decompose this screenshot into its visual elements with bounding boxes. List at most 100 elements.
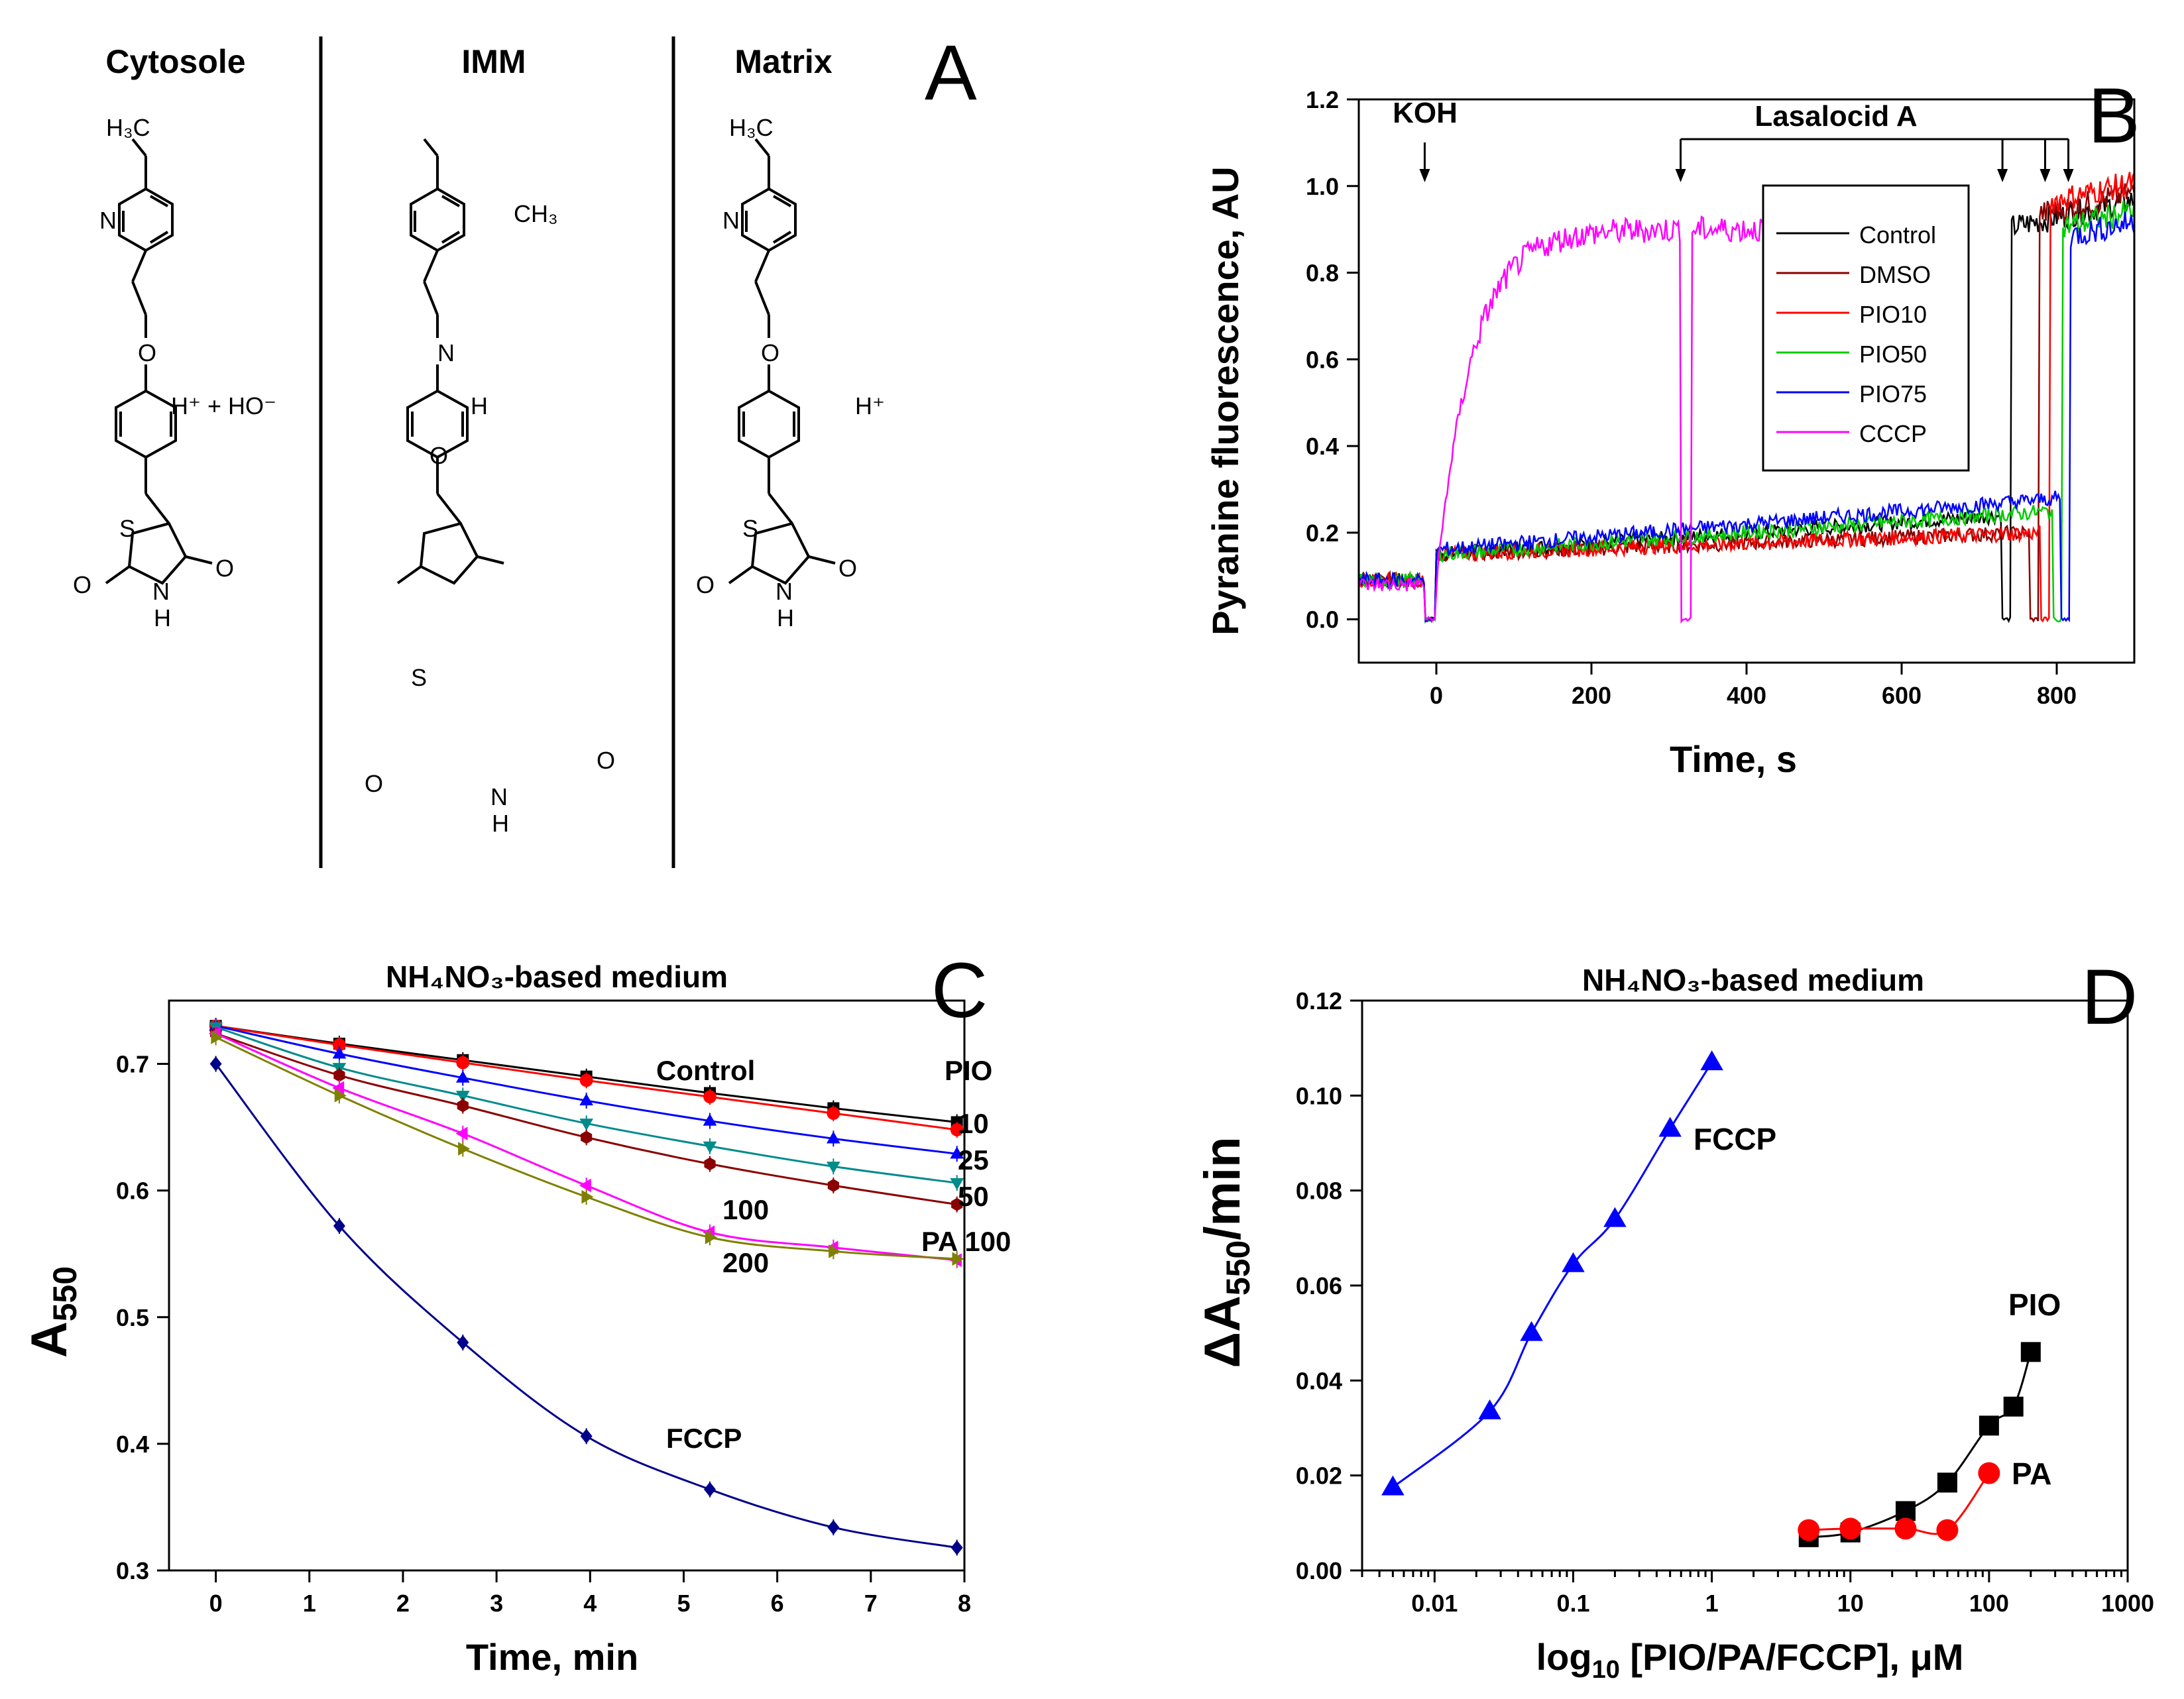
data-point bbox=[1937, 1472, 1957, 1493]
series-label-pa: PA bbox=[2012, 1456, 2052, 1491]
legend-b: Control DMSO PIO10 PIO50 PIO75 CCCP bbox=[1762, 184, 1970, 472]
x-tick-label: 8 bbox=[958, 1590, 971, 1617]
data-point bbox=[827, 1179, 839, 1192]
lasalocid-arrowhead bbox=[2063, 169, 2074, 182]
x-axis-title: Time, min bbox=[466, 1636, 638, 1678]
y-tick-label: 0.2 bbox=[1306, 520, 1339, 547]
legend-label-dmso: DMSO bbox=[1859, 261, 1931, 288]
panel-letter-c: C bbox=[931, 947, 988, 1034]
x-tick-label: 1000 bbox=[2101, 1590, 2154, 1617]
x-tick-label: 7 bbox=[864, 1590, 878, 1617]
data-point bbox=[1978, 1462, 2000, 1484]
data-point bbox=[455, 1070, 470, 1083]
x-tick-label: 10 bbox=[1837, 1590, 1864, 1617]
plot-frame-c bbox=[168, 999, 966, 1572]
data-point bbox=[1798, 1519, 1820, 1541]
data-point bbox=[1936, 1519, 1959, 1541]
plot-area-b: 0 200 400 600 800 0.0 0.2 0.4 0.6 0.8 1.0 1.2 bbox=[1306, 86, 2136, 709]
data-point bbox=[703, 1090, 717, 1104]
data-point bbox=[829, 1244, 841, 1258]
x-tick-label: 3 bbox=[490, 1590, 503, 1617]
oxygen-label: O bbox=[597, 747, 615, 774]
series-label-pio: PIO bbox=[2008, 1288, 2061, 1322]
lasalocid-annotation: Lasalocid A bbox=[1754, 100, 1917, 133]
series-label-25: 25 bbox=[958, 1144, 989, 1176]
panel-a-chemistry: Cytosole IMM Matrix A bbox=[73, 29, 977, 868]
data-point bbox=[827, 1107, 840, 1120]
data-point bbox=[458, 1142, 471, 1156]
series-label-fccp: FCCP bbox=[666, 1423, 742, 1454]
x-tick-label: 600 bbox=[1882, 682, 1922, 709]
series-label-50: 50 bbox=[958, 1181, 989, 1212]
plot-frame-d bbox=[1361, 999, 2129, 1572]
data-point bbox=[1839, 1517, 1862, 1540]
y-axis-title: A550 bbox=[21, 1266, 84, 1358]
data-point bbox=[1562, 1252, 1585, 1272]
data-point bbox=[950, 1146, 964, 1159]
data-point bbox=[952, 1252, 964, 1266]
data-point bbox=[703, 1113, 717, 1126]
oxygen-label: O bbox=[696, 571, 715, 598]
series-label-pio: PIO bbox=[945, 1055, 992, 1086]
legend-label-control: Control bbox=[1859, 221, 1936, 248]
hydrogen-label: H bbox=[154, 604, 171, 631]
data-point bbox=[581, 1130, 593, 1144]
nitrogen-label: N bbox=[722, 207, 740, 234]
series-label-control: Control bbox=[656, 1055, 755, 1086]
y-tick-label: 0.4 bbox=[116, 1431, 149, 1458]
oxygen-label: O bbox=[761, 339, 779, 366]
panel-letter-a: A bbox=[925, 29, 977, 117]
plot-area-d: 0.01 0.1 1 10 100 1000 0.00 0.02 0.04 0.06 0.08 0.1… bbox=[1296, 987, 2154, 1617]
lasalocid-arrowhead bbox=[1675, 169, 1686, 182]
methyl-label: H₃C bbox=[729, 114, 774, 141]
y-tick-label: 0.6 bbox=[116, 1178, 149, 1205]
pioglitazone-matrix: H₃C N O S O O N H bbox=[696, 114, 857, 631]
data-point bbox=[1658, 1117, 1682, 1137]
oxygen-label: O bbox=[73, 571, 91, 598]
methyl-label: H₃C bbox=[106, 114, 150, 141]
sulfur-label: S bbox=[119, 515, 135, 542]
data-point bbox=[334, 1088, 347, 1103]
data-point bbox=[704, 1157, 716, 1171]
x-tick-label: 5 bbox=[677, 1590, 690, 1617]
ions-matrix: H⁺ bbox=[855, 392, 885, 419]
x-tick-label: 6 bbox=[771, 1590, 784, 1617]
series-label-200: 200 bbox=[722, 1247, 769, 1278]
sulfur-label: S bbox=[411, 664, 427, 691]
x-tick-label: 200 bbox=[1572, 682, 1611, 709]
lasalocid-arrowhead bbox=[1997, 169, 2008, 182]
pioglitazone-cytosol: H₃C N O S O O N H bbox=[73, 114, 234, 631]
legend-label-pio50: PIO50 bbox=[1859, 341, 1927, 368]
data-point bbox=[455, 1126, 468, 1141]
y-tick-label: 0.8 bbox=[1306, 260, 1339, 287]
series-label-10: 10 bbox=[958, 1108, 989, 1139]
x-tick-label: 0.01 bbox=[1411, 1590, 1458, 1617]
y-tick-label: 0.08 bbox=[1296, 1178, 1342, 1205]
x-tick-label: 1 bbox=[1705, 1590, 1719, 1617]
column-header-cytosol: Cytosole bbox=[105, 43, 245, 80]
data-point bbox=[211, 1030, 223, 1044]
y-tick-label: 0.12 bbox=[1296, 987, 1342, 1014]
data-point bbox=[827, 1519, 840, 1535]
oxygen-label: O bbox=[365, 770, 383, 797]
y-tick-label: 0.0 bbox=[1306, 606, 1339, 633]
nitrogen-label: N bbox=[152, 578, 170, 605]
nitrogen-label: N bbox=[490, 783, 508, 810]
series-line bbox=[1392, 1062, 1713, 1488]
data-point bbox=[1895, 1501, 1916, 1521]
y-axis-title: Pyranine fluorescence, AU bbox=[1204, 166, 1246, 635]
legend-label-pio10: PIO10 bbox=[1859, 301, 1927, 328]
legend-label-cccp: CCCP bbox=[1859, 420, 1927, 447]
y-tick-label: 0.6 bbox=[1306, 346, 1339, 373]
plot-area-c: 0 1 2 3 4 5 6 7 8 0.3 0.4 0.5 0.6 0.7 bbox=[116, 1018, 971, 1617]
x-axis-title: log10 [PIO/PA/FCCP], μM bbox=[1536, 1636, 1964, 1684]
y-tick-label: 0.10 bbox=[1296, 1082, 1342, 1109]
chart-title-c: NH₄NO₃-based medium bbox=[386, 959, 728, 994]
series-line bbox=[215, 1032, 957, 1262]
data-point bbox=[950, 1123, 964, 1136]
nitrogen-label: N bbox=[99, 207, 117, 234]
pioglitazone-imm: CH₃ N H O S O O N H bbox=[365, 138, 615, 837]
data-point bbox=[580, 1429, 593, 1444]
hydrogen-label: H bbox=[492, 810, 509, 837]
series-label-fccp: FCCP bbox=[1694, 1122, 1776, 1156]
